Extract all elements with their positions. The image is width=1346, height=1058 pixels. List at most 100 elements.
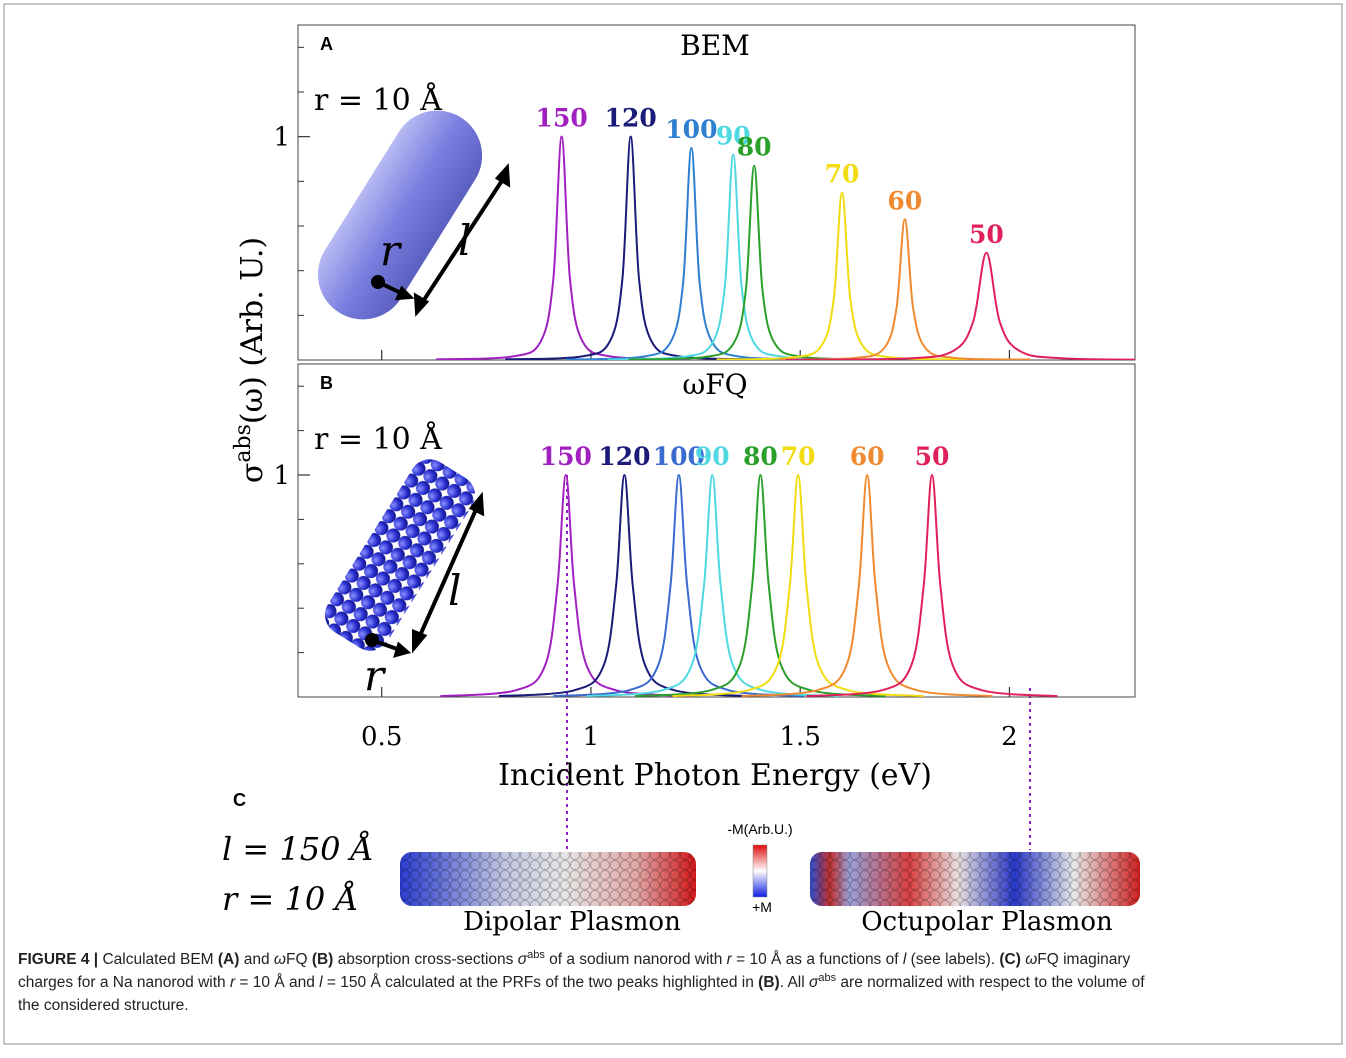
figure-frame [3, 3, 1343, 1045]
panel-c-rods [400, 475, 1140, 906]
spectrum-line [806, 473, 1058, 697]
peak-label: 120 [605, 104, 657, 133]
spectrum-line [586, 473, 838, 697]
caption-run: the considered structure. [18, 997, 189, 1014]
peak-label: 100 [653, 442, 705, 471]
plot-frame [297, 363, 1136, 698]
caption-run: ω [274, 951, 286, 968]
series-group [440, 473, 1058, 697]
plot-frame [297, 24, 1136, 361]
peak-label: 50 [915, 442, 950, 471]
caption-run: l [319, 974, 323, 991]
peak-label: 70 [825, 160, 860, 189]
series-group [436, 135, 1135, 360]
bem-rod [317, 110, 483, 320]
spectrum-line [628, 164, 880, 360]
caption-run: l [903, 951, 907, 968]
y-label-base: σ [235, 463, 270, 483]
caption-run: = 10 Å and [235, 974, 319, 991]
caption-run: FIGURE 4 | [18, 951, 98, 968]
caption-run: ω [1025, 951, 1037, 968]
y-label-rest: (ω) (Arb. U.) [235, 237, 270, 424]
peak-label: 120 [598, 442, 650, 471]
rod-symbol: r [364, 651, 387, 700]
caption-run: FQ imaginary [1037, 951, 1130, 968]
peak-label: 90 [716, 122, 751, 151]
scale-bottom: +M [752, 899, 772, 915]
rod-symbol: r [380, 226, 403, 275]
spectrum-line [785, 251, 1135, 360]
x-tick-label: 1.5 [780, 722, 821, 752]
spectrum-line [440, 473, 692, 697]
rod-symbol: l [448, 566, 461, 615]
rod-arrows [365, 163, 511, 658]
caption-run: r [727, 951, 733, 968]
y-tick-label: 1 [273, 123, 290, 153]
x-tick-label: 1 [583, 722, 600, 752]
caption-run: (see labels). [906, 951, 999, 968]
panel-title: BEM [680, 29, 750, 62]
rod-symbol: l [458, 216, 471, 265]
wfq-rod [324, 459, 476, 651]
length-label: l = 150 Å [222, 830, 374, 868]
peak-label: 50 [969, 220, 1004, 249]
panel-label: A [320, 34, 333, 54]
rod-label: Octupolar Plasmon [861, 907, 1113, 937]
peak-label: 150 [540, 442, 592, 471]
y-axis-label: σabs(ω) (Arb. U.) [231, 237, 270, 483]
spectrum-line [565, 146, 817, 360]
caption-run: σ [809, 974, 819, 991]
spectrum-line [553, 473, 805, 697]
peak-label: 80 [737, 133, 772, 162]
spectrum-line [505, 135, 757, 360]
annotation: r = 10 Å [314, 82, 442, 118]
x-tick-label: 0.5 [361, 722, 402, 752]
rod-label: Dipolar Plasmon [463, 907, 681, 937]
caption-run: of a sodium nanorod with [545, 951, 727, 968]
x-tick-label: 2 [1001, 722, 1018, 752]
caption-run: charges for a Na nanorod with [18, 974, 230, 991]
spectrum-line [607, 153, 859, 360]
spectrum-line [779, 218, 1031, 360]
caption-line: FIGURE 4 | Calculated BEM (A) and ωFQ (B… [18, 949, 1131, 968]
caption-run: (B) [312, 951, 334, 968]
spectrum-line [716, 191, 968, 360]
caption-run: abs [527, 949, 545, 961]
caption-run: abs [818, 972, 836, 984]
panel-title: ωFQ [682, 368, 747, 401]
caption-run: (C) [999, 951, 1025, 968]
caption-run: and [239, 951, 273, 968]
caption-run: σ [518, 951, 528, 968]
peak-label: 90 [695, 442, 730, 471]
spectrum-line [741, 473, 993, 697]
caption-run: Calculated BEM [98, 951, 218, 968]
peak-label: 60 [850, 442, 885, 471]
caption-run: = 150 Å calculated at the PRFs of the tw… [323, 974, 759, 991]
caption: FIGURE 4 | Calculated BEM (A) and ωFQ (B… [18, 949, 1145, 1014]
x-axis-label: Incident Photon Energy (eV) [498, 758, 932, 793]
y-tick-label: 1 [273, 461, 290, 491]
peak-label: 100 [665, 115, 717, 144]
caption-run: (B) [758, 974, 780, 991]
peak-label: 150 [536, 104, 588, 133]
peak-label: 80 [743, 442, 778, 471]
radius-label: r = 10 Å [222, 880, 358, 918]
panel-label: C [233, 790, 246, 810]
y-label-sup: abs [231, 424, 256, 463]
panel-label: B [320, 373, 333, 393]
caption-run: absorption cross-sections [333, 951, 517, 968]
caption-run: are normalized with respect to the volum… [836, 974, 1145, 991]
peak-label: 70 [781, 442, 816, 471]
caption-run: . All [780, 974, 809, 991]
peak-label: 60 [887, 186, 922, 215]
caption-run: = 10 Å as a functions of [732, 951, 903, 968]
caption-run: r [230, 974, 236, 991]
scale-top: -M(Arb.U.) [727, 821, 792, 837]
annotation: r = 10 Å [314, 421, 442, 457]
caption-line: the considered structure. [18, 997, 189, 1014]
spectrum-line [498, 473, 751, 697]
spectrum-line [634, 473, 887, 697]
caption-run: FQ [286, 951, 312, 968]
